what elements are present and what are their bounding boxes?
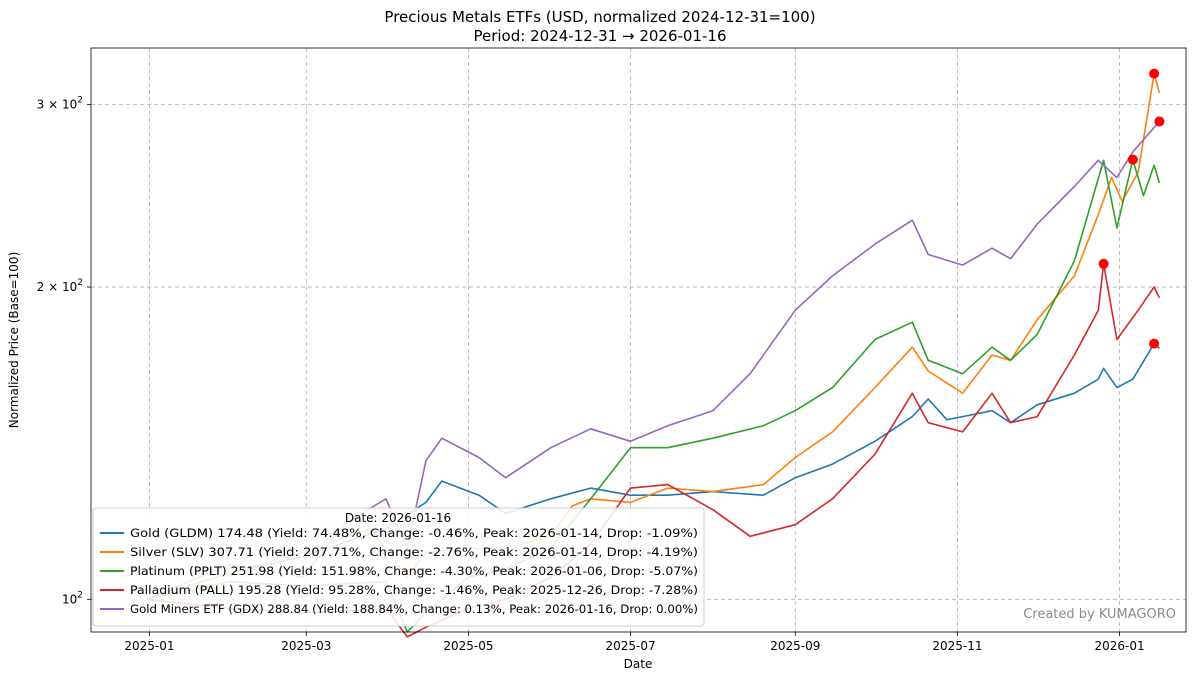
legend-entry-gldm: Gold (GLDM) 174.48 (Yield: 74.48%, Chang… [130,526,698,540]
legend: Date: 2026-01-16 Gold (GLDM) 174.48 (Yie… [92,507,705,627]
x-tick-label: 2025-09 [770,639,820,653]
series-line-gldm [146,342,1160,601]
y-tick-label: 102 [62,590,83,606]
x-tick-label: 2025-01 [124,639,174,653]
peak-marker-pplt [1127,154,1138,165]
legend-box [92,507,705,627]
legend-entry-slv: Silver (SLV) 307.71 (Yield: 207.71%, Cha… [130,545,698,559]
x-tick-label: 2026-01 [1094,639,1144,653]
y-axis-ticks: 102 2 × 102 3 × 102 [37,95,91,606]
chart-subtitle: Period: 2024-12-31 → 2026-01-16 [473,27,726,45]
x-tick-label: 2025-11 [932,639,982,653]
y-tick-label: 2 × 102 [37,278,83,294]
legend-entry-pplt: Platinum (PPLT) 251.98 (Yield: 151.98%, … [130,564,698,578]
x-tick-label: 2025-07 [605,639,655,653]
peak-markers [1098,68,1165,349]
x-tick-label: 2025-05 [443,639,493,653]
series-line-pall [146,262,1161,638]
peak-marker-gldm [1149,338,1160,349]
x-axis-label: Date [624,657,653,671]
legend-title: Date: 2026-01-16 [345,511,451,525]
legend-entry-pall: Palladium (PALL) 195.28 (Yield: 95.28%, … [130,583,698,597]
peak-marker-pall [1098,258,1109,269]
plot-frame [90,47,1187,633]
y-axis-label: Normalized Price (Base=100) [7,252,21,429]
peak-marker-slv [1149,68,1160,79]
watermark: Created by KUMAGORO [1023,607,1176,622]
x-tick-label: 2025-03 [281,639,331,653]
y-tick-label: 3 × 102 [37,95,83,111]
peak-marker-gdx [1154,116,1165,127]
x-axis-ticks: 2025-01 2025-03 2025-05 2025-07 2025-09 2025-… [124,632,1145,653]
legend-entry-gdx: Gold Miners ETF (GDX) 288.84 (Yield: 188… [130,602,698,616]
chart-title: Precious Metals ETFs (USD, normalized 20… [384,8,815,26]
